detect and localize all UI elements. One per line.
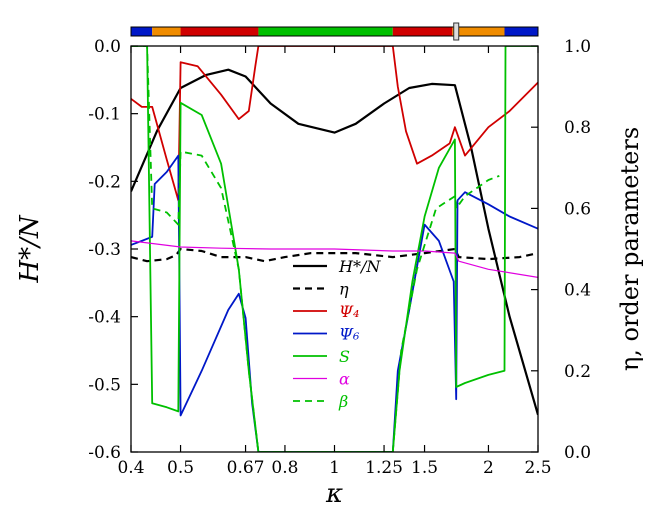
y-tick-label-left: -0.2 [88,172,121,192]
series-line-2 [131,46,538,202]
ticks-layer: 0.4 0.5 0.67 0.8 1 1.25 1.5 2 2.5 0.0 -0.1 -0.2 -0.3… [88,37,591,478]
y-tick-label-right: 0.0 [564,443,591,463]
phase-segment-4 [392,27,453,36]
y-tick-label-left: -0.3 [88,240,121,260]
y-tick-label-right: 0.4 [564,281,591,301]
legend-label-2: Ψ₄ [339,302,359,321]
x-tick-label: 2.5 [524,458,551,478]
y-axis-label-left: H*/N [15,214,45,283]
y-tick-label-right: 0.6 [564,199,591,219]
y-tick-label-left: -0.6 [88,443,121,463]
phase-segment-1 [152,27,181,36]
legend-label-0: H*/N [338,257,381,276]
series-line-5 [131,240,538,278]
x-tick-label: 1.5 [411,458,438,478]
y-axis-label-right: η, order parameters [616,127,644,371]
phase-bar [130,22,539,41]
y-tick-label-right: 0.2 [564,362,591,382]
series-line-1 [131,247,538,263]
phase-segment-2 [180,27,259,36]
x-tick-label: 0.5 [167,458,194,478]
y-tick-label-left: 0.0 [94,37,121,57]
phase-segment-0 [131,27,153,36]
legend-label-3: Ψ₆ [339,325,360,344]
x-tick-label: 0.67 [227,458,265,478]
x-axis-label: κ [325,479,343,509]
legend-label-5: α [339,370,350,389]
phase-segment-6 [504,27,538,36]
x-tick-label: 1.25 [365,458,403,478]
series-line-6 [131,46,500,452]
x-tick-label: 2 [483,458,494,478]
phase-segment-5 [452,27,505,36]
series-line-0 [131,68,538,416]
series-line-4 [131,46,538,452]
phase-bar-frame [130,26,539,37]
legend: H*/N η Ψ₄ Ψ₆ Sαβ [293,257,381,411]
x-tick-label: 0.8 [271,458,298,478]
series-line-3 [131,154,538,452]
legend-label-6: β [338,392,348,411]
y-tick-label-left: -0.1 [88,105,121,125]
phase-segment-3 [258,27,393,36]
legend-label-4: S [339,347,350,366]
legend-label-1: η [339,280,349,299]
phase-marker [453,22,460,41]
x-tick-label: 1 [329,458,340,478]
y-tick-label-left: -0.5 [88,375,121,395]
x-tick-label: 0.4 [117,458,144,478]
series-layer [131,46,538,452]
y-tick-label-right: 0.8 [564,118,591,138]
y-tick-label-right: 1.0 [564,37,591,57]
y-tick-label-left: -0.4 [88,308,121,328]
